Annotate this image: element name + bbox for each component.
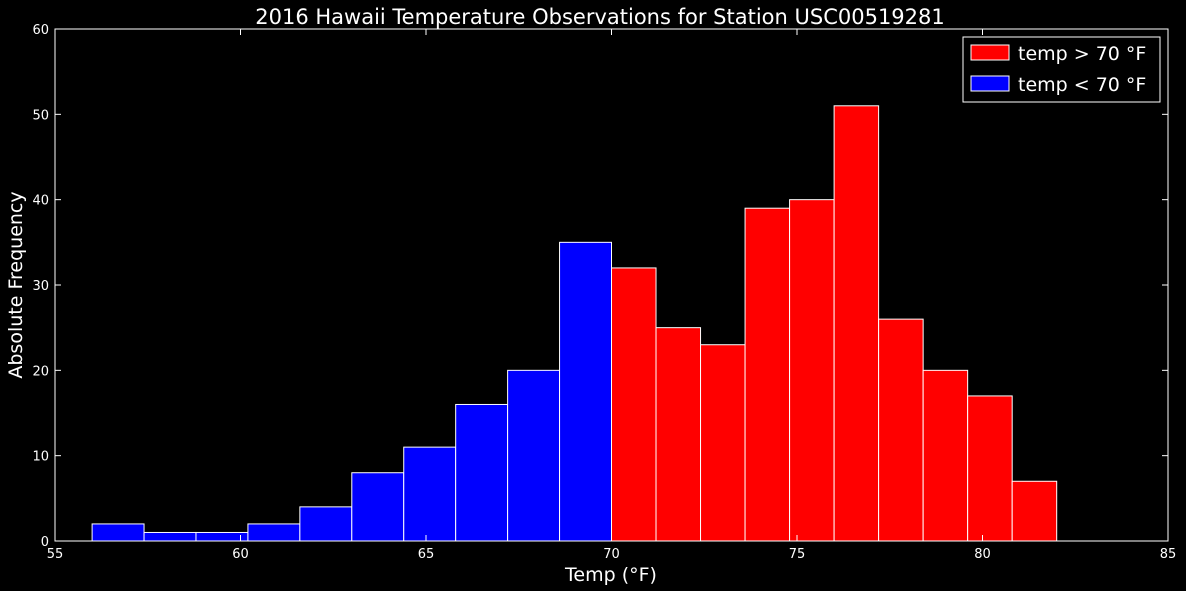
histogram-bar-cool-7 bbox=[455, 403, 509, 542]
x-tick-label-3: 70 bbox=[603, 547, 620, 562]
legend-swatch-cool bbox=[970, 75, 1010, 92]
x-tick-label-0: 55 bbox=[47, 547, 64, 562]
histogram-bar-hot-3 bbox=[744, 207, 791, 542]
legend-swatch-hot bbox=[970, 44, 1010, 61]
histogram-bar-cool-9 bbox=[559, 241, 612, 542]
y-tick-label-6: 60 bbox=[32, 23, 49, 38]
y-tick-label-1: 10 bbox=[32, 450, 49, 465]
legend-label-hot: temp > 70 °F bbox=[1018, 43, 1146, 65]
histogram-bar-cool-0 bbox=[91, 523, 145, 542]
histogram-bar-cool-3 bbox=[247, 523, 301, 542]
histogram-bar-cool-6 bbox=[403, 446, 457, 542]
histogram-bar-cool-4 bbox=[299, 506, 353, 542]
chart-title: 2016 Hawaii Temperature Observations for… bbox=[255, 5, 945, 29]
y-tick-label-4: 40 bbox=[32, 194, 49, 209]
y-tick-label-3: 30 bbox=[32, 279, 49, 294]
histogram-bar-cool-8 bbox=[507, 369, 561, 542]
histogram-bar-hot-9 bbox=[1011, 480, 1058, 542]
histogram-bar-hot-5 bbox=[833, 105, 880, 542]
histogram-bar-cool-5 bbox=[351, 472, 405, 542]
histogram-bar-hot-7 bbox=[922, 369, 969, 542]
histogram-bar-hot-0 bbox=[611, 267, 657, 542]
y-axis-label: Absolute Frequency bbox=[5, 191, 27, 378]
legend-label-cool: temp < 70 °F bbox=[1018, 74, 1146, 96]
y-tick-label-0: 0 bbox=[41, 535, 49, 550]
x-axis-label: Temp (°F) bbox=[564, 564, 657, 586]
histogram-bar-hot-6 bbox=[878, 318, 924, 542]
x-tick-label-4: 75 bbox=[789, 547, 806, 562]
histogram-bar-hot-1 bbox=[655, 327, 702, 542]
x-tick-label-2: 65 bbox=[418, 547, 435, 562]
histogram-bar-hot-2 bbox=[700, 344, 746, 542]
ticks-layer: 55 60 65 70 75 80 85 0 10 20 30 40 50 60 bbox=[32, 23, 1176, 562]
legend: temp > 70 °F temp < 70 °F bbox=[962, 36, 1161, 103]
y-tick-label-2: 20 bbox=[32, 364, 49, 379]
histogram-bar-hot-4 bbox=[789, 199, 835, 542]
x-tick-label-6: 85 bbox=[1160, 547, 1177, 562]
bars-layer bbox=[91, 105, 1058, 542]
x-tick-label-5: 80 bbox=[974, 547, 991, 562]
histogram-bar-cool-1 bbox=[143, 531, 197, 542]
x-tick-label-1: 60 bbox=[232, 547, 249, 562]
histogram-bar-hot-8 bbox=[967, 395, 1013, 542]
y-tick-label-5: 50 bbox=[32, 108, 49, 123]
